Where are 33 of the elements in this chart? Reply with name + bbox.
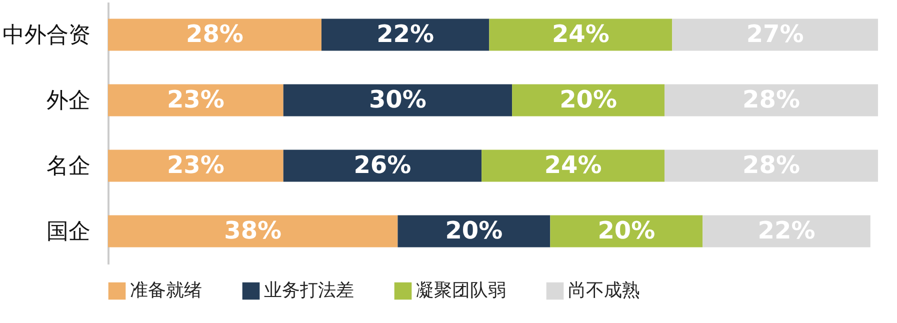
bar [108,18,322,51]
legend-label: 业务打法差 [264,280,354,301]
data-label: 24% [552,20,610,48]
bar [672,18,878,51]
data-label: 20% [598,216,656,244]
legend-label: 凝聚团队弱 [416,280,506,301]
bar [108,150,284,182]
bar [108,84,284,116]
bar [321,18,490,51]
bar [283,84,512,116]
y-tick-label: 外企 [46,88,90,114]
legend-label: 准备就绪 [130,280,202,301]
y-tick-label: 中外合资 [2,22,90,48]
bar [482,150,665,182]
bar [283,150,482,182]
data-label: 38% [224,216,282,244]
legend-label: 尚不成熟 [568,280,640,301]
bar [664,84,878,116]
data-label: 22% [376,20,434,48]
data-label: 26% [354,150,412,179]
data-label: 30% [368,85,426,114]
data-label: 28% [186,20,244,48]
bar [489,18,672,51]
bar [702,215,870,248]
data-label: 24% [544,150,602,179]
bar [664,150,878,182]
data-label: 23% [166,85,224,114]
y-tick-label: 名企 [46,154,90,179]
y-tick-label: 国企 [46,219,90,244]
data-label: 23% [166,150,224,179]
data-label: 20% [445,216,503,244]
bar [108,215,398,248]
data-label: 20% [560,85,618,114]
